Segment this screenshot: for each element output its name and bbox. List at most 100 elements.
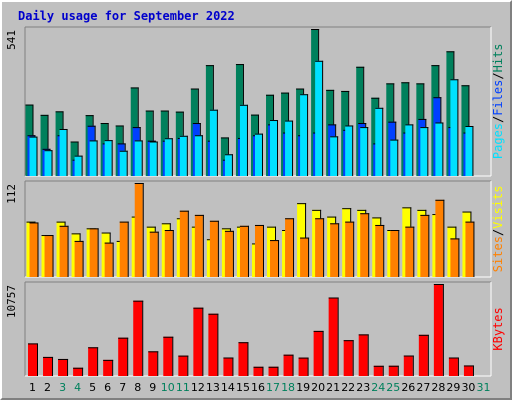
kbytes-bar-top xyxy=(388,365,399,367)
pages-bar xyxy=(134,140,143,176)
hits-bar-top xyxy=(416,83,425,85)
kbytes-bar-top xyxy=(343,340,354,342)
kbytes-bar-shadow xyxy=(262,366,264,376)
pages-bar-top xyxy=(405,124,414,126)
pages-bar xyxy=(285,120,294,176)
pages-bar-shadow xyxy=(81,155,83,176)
kbytes-bar xyxy=(268,366,279,376)
files-bar-top xyxy=(147,140,156,142)
hits-bar-top xyxy=(386,83,395,85)
pages-bar-shadow xyxy=(126,150,128,176)
sites-bar xyxy=(254,224,264,277)
legend-visits: Sites/Visits xyxy=(491,185,505,272)
kbytes-bar-top xyxy=(418,334,429,336)
hits-bar-body xyxy=(205,65,213,176)
hits-bar-body xyxy=(220,137,228,176)
visits-bar-top xyxy=(342,208,352,210)
pages-bar-top xyxy=(270,120,279,122)
sites-bar-shadow xyxy=(67,225,69,277)
pages-bar-body xyxy=(345,125,353,176)
sites-bar-shadow xyxy=(353,221,355,277)
hits-bar-body xyxy=(446,51,454,176)
hits-bar-top xyxy=(250,114,259,116)
pages-bar xyxy=(345,125,354,176)
legend-hits-item: Files xyxy=(491,80,505,116)
pages-bar-body xyxy=(119,150,127,176)
sites-bar xyxy=(285,218,295,277)
kbytes-bar-body xyxy=(433,284,443,376)
sites-bar-body xyxy=(209,220,218,277)
sites-bar-shadow xyxy=(458,238,460,277)
pages-bar-top xyxy=(465,126,474,128)
pages-bar-body xyxy=(89,140,97,176)
kbytes-bar-shadow xyxy=(442,284,444,376)
legend-kbytes-item: KBytes xyxy=(491,307,505,350)
pages-bar xyxy=(300,94,309,176)
sites-bar-shadow xyxy=(82,240,84,277)
hits-bar-top xyxy=(371,97,380,99)
kbytes-bar-top xyxy=(403,355,414,357)
visits-bar-top xyxy=(146,226,156,228)
pages-bar-top xyxy=(315,60,324,62)
pages-bar-body xyxy=(405,124,413,176)
sites-bar-top xyxy=(164,230,174,231)
sites-bar-body xyxy=(405,226,414,277)
hits-bar-top xyxy=(311,29,320,30)
kbytes-bar-body xyxy=(298,357,308,376)
legend-hits-item: Hits xyxy=(491,43,505,72)
kbytes-bar-shadow xyxy=(232,357,234,376)
pages-bar-shadow xyxy=(367,127,369,176)
sites-bar-shadow xyxy=(37,222,39,277)
kbytes-bar-body xyxy=(28,343,37,376)
kbytes-bar-top xyxy=(433,284,444,285)
kbytes-bar-top xyxy=(58,358,69,360)
pages-bar-shadow xyxy=(171,138,173,176)
visits-bar-top xyxy=(101,232,111,234)
x-tick-label: 11 xyxy=(176,381,190,394)
sites-bar-body xyxy=(59,225,68,277)
kbytes-bar-body xyxy=(88,347,98,376)
visits-bar-top xyxy=(161,223,171,225)
pages-bar-body xyxy=(300,94,308,176)
visits-bar-top xyxy=(447,226,457,228)
legend-visits-item: Sites xyxy=(491,236,505,272)
hits-bar-top xyxy=(160,110,169,112)
kbytes-bar-body xyxy=(328,297,338,376)
pages-bar-shadow xyxy=(292,120,294,176)
pages-bar xyxy=(420,127,429,176)
kbytes-bar-shadow xyxy=(157,351,159,376)
sites-bar-top xyxy=(330,223,340,225)
sites-bar xyxy=(119,221,129,277)
sites-bar-top xyxy=(134,183,144,184)
kbytes-bar-body xyxy=(193,307,203,376)
pages-bar-top xyxy=(29,136,38,138)
sites-bar-top xyxy=(59,225,69,227)
kbytes-bar-shadow xyxy=(187,355,189,376)
kbytes-bar-top xyxy=(373,365,384,367)
pages-bar-top xyxy=(104,140,113,142)
sites-bar-body xyxy=(330,223,339,277)
pages-bar xyxy=(209,109,218,176)
sites-bar-body xyxy=(270,240,279,277)
pages-bar-top xyxy=(239,104,248,106)
sites-bar-body xyxy=(285,218,294,277)
pages-bar-top xyxy=(74,155,83,157)
kbytes-bar-body xyxy=(283,354,293,376)
pages-bar-top xyxy=(285,120,294,122)
sites-bar-top xyxy=(315,218,325,220)
hits-bar-top xyxy=(130,87,139,89)
sites-bar-shadow xyxy=(383,224,385,277)
x-tick-label: 22 xyxy=(341,381,355,394)
pages-bar-top xyxy=(149,141,158,143)
files-bar-top xyxy=(328,124,337,126)
visits-bar-top xyxy=(71,233,81,235)
pages-bar-top xyxy=(164,138,173,140)
pages-bar xyxy=(239,104,248,176)
x-tick-label: 6 xyxy=(104,381,111,394)
x-tick-label: 9 xyxy=(149,381,156,394)
sites-bar xyxy=(345,221,355,277)
hits-bar-top xyxy=(431,65,440,67)
sites-bar-top xyxy=(104,242,114,244)
pages-bar-top xyxy=(420,127,429,129)
